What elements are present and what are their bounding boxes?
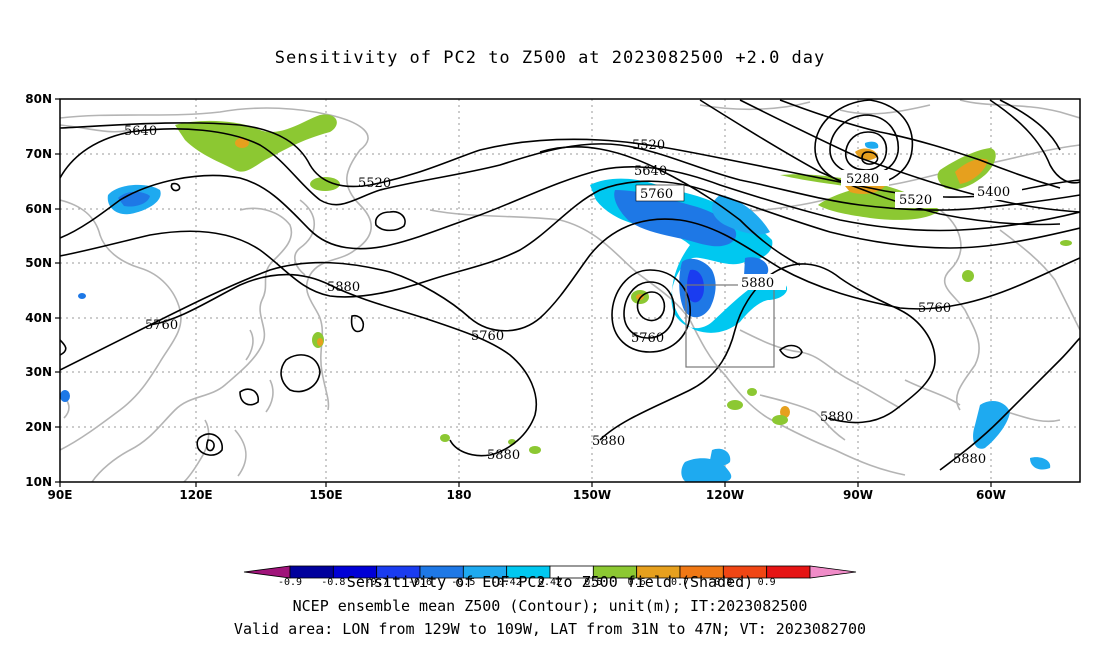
contour-label: 5760 bbox=[471, 329, 504, 344]
colorbar-tick-label: 0.7 bbox=[671, 577, 689, 588]
contour-label: 5640 bbox=[124, 124, 157, 139]
colorbar-tick-label: -0.6 bbox=[408, 577, 432, 588]
colorbar-tick-label: 0.9 bbox=[758, 577, 776, 588]
contour-label: 5880 bbox=[592, 434, 625, 449]
contour-label: 5880 bbox=[820, 410, 853, 425]
colorbar-tick-label: -0.9 bbox=[278, 577, 302, 588]
lat-label: 10N bbox=[25, 475, 52, 489]
colorbar-tick-label: -0.5 bbox=[451, 577, 475, 588]
lon-label: 120W bbox=[706, 488, 744, 502]
lon-label: 180 bbox=[446, 488, 471, 502]
contour-label: 5520 bbox=[899, 193, 932, 208]
plot-frame bbox=[59, 98, 1081, 483]
contour-label: 5640 bbox=[634, 164, 667, 179]
z500-contours bbox=[60, 99, 1080, 471]
caption-line-2: NCEP ensemble mean Z500 (Contour); unit(… bbox=[292, 597, 808, 615]
lat-label: 60N bbox=[25, 202, 52, 216]
contour-label: 5760 bbox=[145, 318, 178, 333]
colorbar-tick-label: -0.42 bbox=[492, 577, 522, 588]
colorbar-tick-label: 0.5 bbox=[584, 577, 602, 588]
colorbar-tick-label: 0.42 bbox=[538, 577, 562, 588]
lon-label: 60W bbox=[976, 488, 1006, 502]
contour-label: 5400 bbox=[977, 185, 1010, 200]
lon-label: 90E bbox=[48, 488, 73, 502]
lat-label: 50N bbox=[25, 256, 52, 270]
lat-label: 40N bbox=[25, 311, 52, 325]
lon-label: 150W bbox=[573, 488, 611, 502]
lon-axis: 90E 120E 150E 180 150W 120W 90W 60W bbox=[48, 488, 1006, 502]
lat-label: 70N bbox=[25, 147, 52, 161]
contour-label-group: 5640 5520 5520 5640 5760 5280 5520 5400 … bbox=[124, 124, 1022, 467]
plot-title: Sensitivity of PC2 to Z500 at 2023082500… bbox=[274, 48, 826, 68]
caption-line-1: Sensitivity of EOF PC2 to Z500 field (Sh… bbox=[346, 573, 754, 591]
contour-label: 5520 bbox=[358, 176, 391, 191]
contour-label: 5880 bbox=[327, 280, 360, 295]
valid-area-box bbox=[685, 284, 775, 368]
lat-axis: 80N 70N 60N 50N 40N 30N 20N 10N bbox=[25, 92, 52, 489]
caption-line-3: Valid area: LON from 129W to 109W, LAT f… bbox=[233, 620, 867, 638]
lon-label: 90W bbox=[843, 488, 873, 502]
lon-label: 150E bbox=[309, 488, 342, 502]
contour-label: 5280 bbox=[846, 172, 879, 187]
colorbar-tick-label: 0.8 bbox=[714, 577, 732, 588]
colorbar: -0.9 -0.8 -0.7 -0.6 -0.5 -0.42 0.42 0.5 0.6 0.7 0.… bbox=[243, 565, 857, 588]
contour-label: 5760 bbox=[631, 331, 664, 346]
colorbar-tick-label: -0.7 bbox=[365, 577, 389, 588]
contour-label: 5520 bbox=[632, 138, 665, 153]
axis-ticks bbox=[55, 98, 992, 487]
sensitivity-shading bbox=[60, 114, 1072, 482]
lat-label: 80N bbox=[25, 92, 52, 106]
colorbar-tick-label: 0.6 bbox=[628, 577, 646, 588]
contour-label: 5760 bbox=[640, 187, 673, 202]
colorbar-right-triangle bbox=[809, 565, 857, 579]
contour-label: 5880 bbox=[953, 452, 986, 467]
lon-label: 120E bbox=[179, 488, 212, 502]
lat-label: 20N bbox=[25, 420, 52, 434]
colorbar-tick-label: -0.8 bbox=[321, 577, 345, 588]
gridlines bbox=[60, 99, 1080, 482]
contour-label: 5880 bbox=[487, 448, 520, 463]
contour-label: 5760 bbox=[918, 301, 951, 316]
lat-label: 30N bbox=[25, 365, 52, 379]
contour-label: 5880 bbox=[741, 276, 774, 291]
